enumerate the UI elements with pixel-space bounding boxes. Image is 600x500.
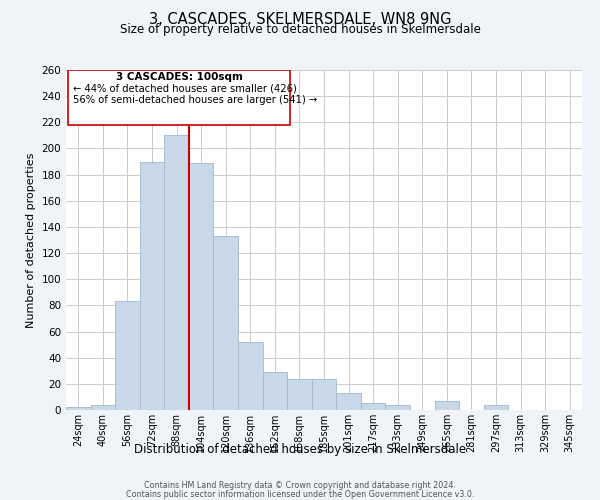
Bar bbox=[336, 393, 361, 410]
Text: Contains public sector information licensed under the Open Government Licence v3: Contains public sector information licen… bbox=[126, 490, 474, 499]
Bar bbox=[140, 162, 164, 410]
Bar bbox=[434, 401, 459, 410]
Bar bbox=[484, 405, 508, 410]
Bar bbox=[214, 236, 238, 410]
Bar bbox=[189, 163, 214, 410]
Text: Contains HM Land Registry data © Crown copyright and database right 2024.: Contains HM Land Registry data © Crown c… bbox=[144, 481, 456, 490]
Bar bbox=[66, 408, 91, 410]
Text: Size of property relative to detached houses in Skelmersdale: Size of property relative to detached ho… bbox=[119, 22, 481, 36]
Y-axis label: Number of detached properties: Number of detached properties bbox=[26, 152, 36, 328]
Bar bbox=[164, 136, 189, 410]
Text: 56% of semi-detached houses are larger (541) →: 56% of semi-detached houses are larger (… bbox=[73, 95, 317, 105]
Text: ← 44% of detached houses are smaller (426): ← 44% of detached houses are smaller (42… bbox=[73, 83, 297, 93]
Bar bbox=[115, 302, 140, 410]
Bar bbox=[312, 378, 336, 410]
Text: Distribution of detached houses by size in Skelmersdale: Distribution of detached houses by size … bbox=[134, 442, 466, 456]
Bar bbox=[263, 372, 287, 410]
Bar bbox=[385, 405, 410, 410]
FancyBboxPatch shape bbox=[68, 70, 290, 125]
Bar bbox=[287, 378, 312, 410]
Text: 3, CASCADES, SKELMERSDALE, WN8 9NG: 3, CASCADES, SKELMERSDALE, WN8 9NG bbox=[149, 12, 451, 28]
Bar bbox=[91, 405, 115, 410]
Text: 3 CASCADES: 100sqm: 3 CASCADES: 100sqm bbox=[116, 72, 242, 82]
Bar bbox=[361, 404, 385, 410]
Bar bbox=[238, 342, 263, 410]
